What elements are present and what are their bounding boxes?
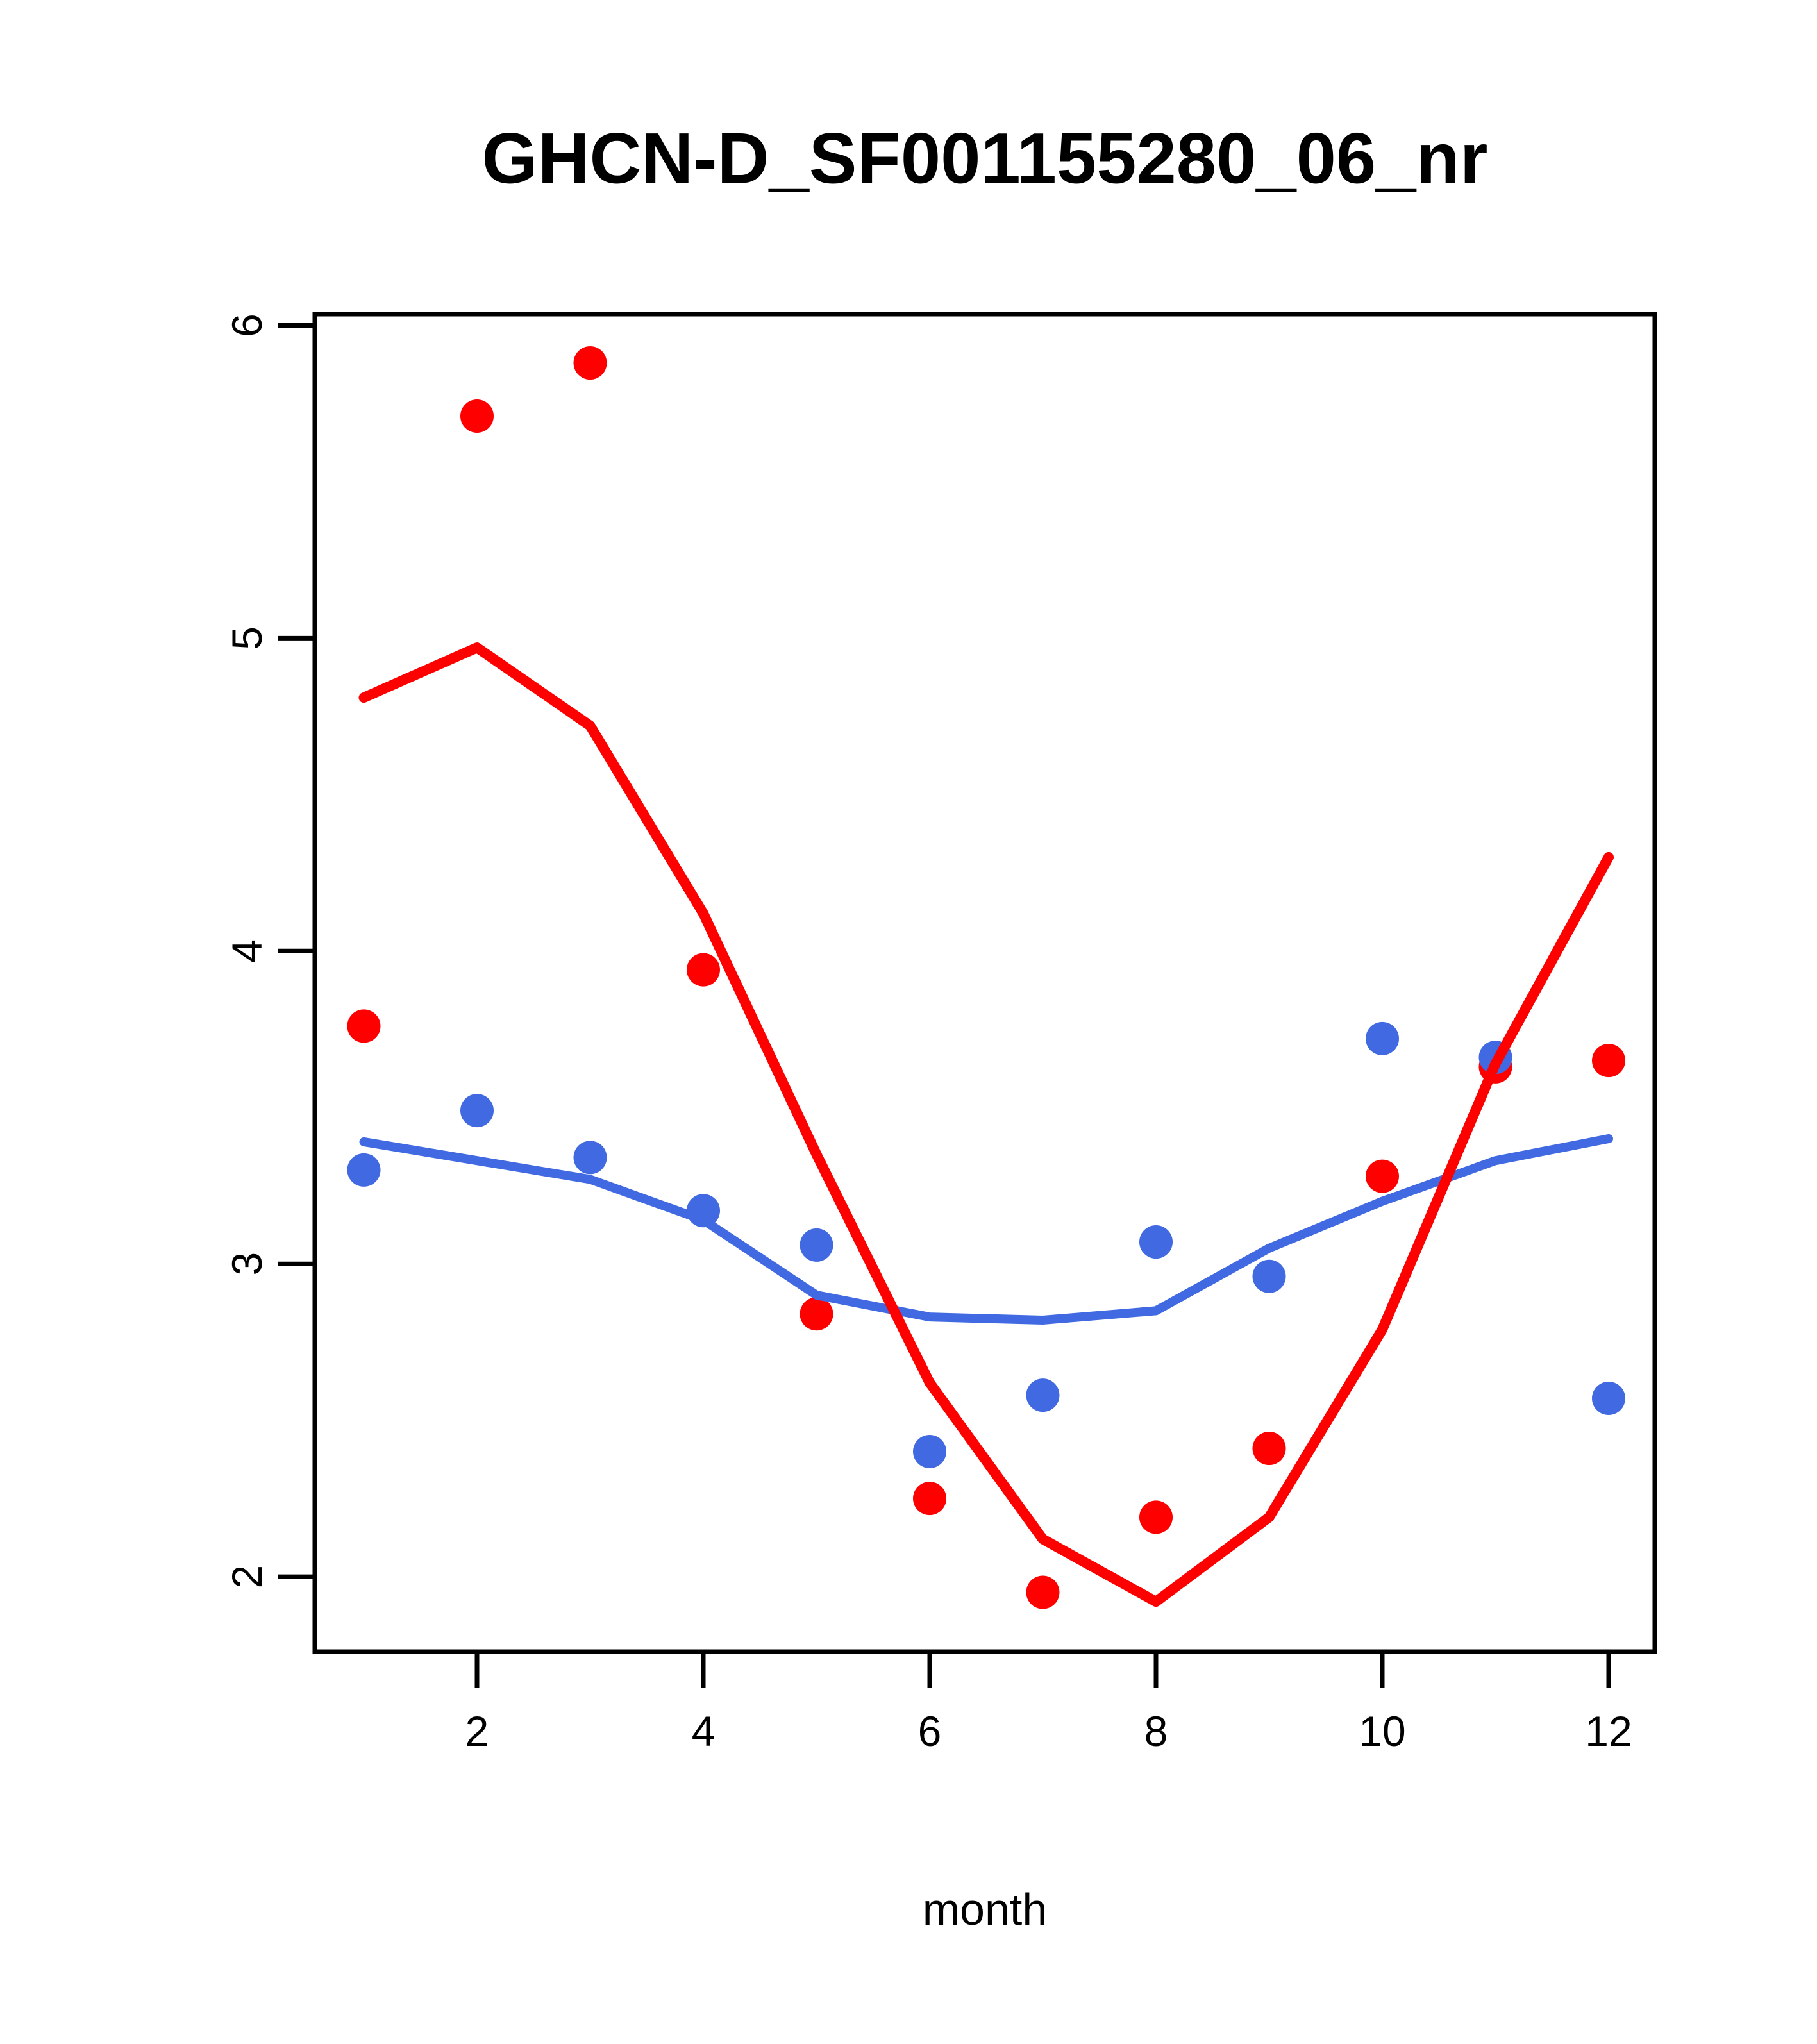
red-point (460, 399, 494, 433)
blue-point (1252, 1259, 1286, 1293)
blue-point (1592, 1381, 1625, 1415)
blue-point (347, 1153, 381, 1187)
x-axis: 2 4 6 8 10 12 (465, 1652, 1632, 1755)
blue-point (1139, 1225, 1173, 1259)
x-tick-label: 4 (692, 1707, 716, 1755)
blue-point (460, 1094, 494, 1128)
y-tick-label: 2 (223, 1565, 271, 1589)
x-tick-label: 6 (918, 1707, 942, 1755)
y-tick-label: 5 (223, 626, 271, 650)
y-tick-label: 6 (223, 314, 271, 337)
plot-box (312, 312, 1657, 1654)
blue-point (913, 1434, 946, 1468)
red-point (1139, 1500, 1173, 1534)
red-point (347, 1009, 381, 1043)
blue-point (1366, 1021, 1399, 1055)
red-point (687, 953, 720, 987)
blue-line (359, 1134, 1613, 1325)
red-point (800, 1297, 833, 1331)
y-tick-label: 4 (223, 939, 271, 963)
y-tick-label: 3 (223, 1252, 271, 1276)
red-line (358, 642, 1614, 1607)
x-tick-label: 12 (1585, 1707, 1632, 1755)
x-tick-label: 10 (1359, 1707, 1405, 1755)
series-layer (347, 346, 1625, 1609)
blue-point (1026, 1378, 1060, 1412)
red-point (1026, 1575, 1060, 1609)
red-point (573, 346, 607, 380)
red-point (1252, 1432, 1286, 1466)
red-point (1592, 1044, 1625, 1078)
red-point (1366, 1159, 1399, 1193)
blue-point (573, 1141, 607, 1175)
blue-point (800, 1228, 833, 1262)
chart-title: GHCN-D_SF001155280_06_nr (482, 119, 1488, 199)
x-axis-label: month (923, 1884, 1048, 1934)
red-point (913, 1482, 946, 1516)
y-axis: 2 3 4 5 6 (223, 314, 315, 1588)
x-tick-label: 8 (1144, 1707, 1168, 1755)
x-tick-label: 2 (465, 1707, 489, 1755)
